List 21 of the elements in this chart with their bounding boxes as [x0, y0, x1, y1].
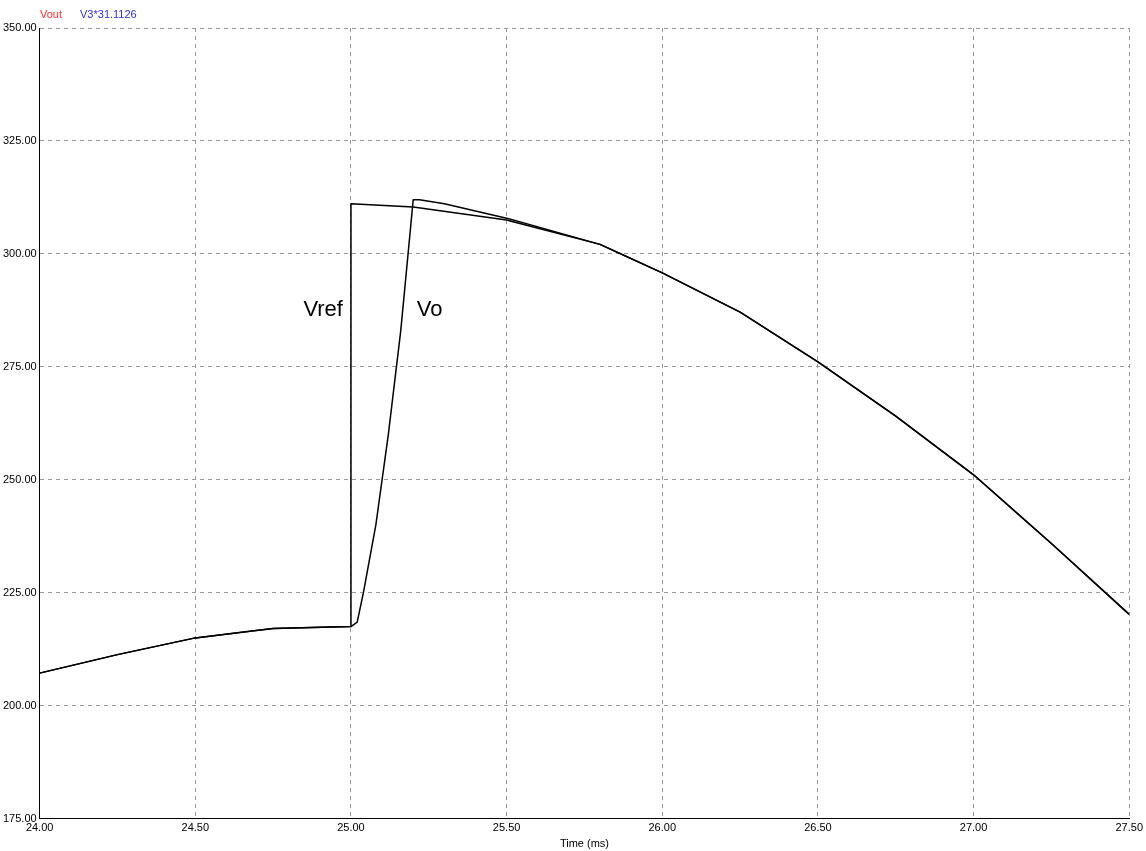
x-tick-label: 27.00 — [959, 821, 988, 834]
y-tick-label: 200.00 — [2, 698, 37, 711]
x-axis-title: Time (ms) — [559, 837, 609, 850]
x-tick-label: 26.00 — [648, 821, 677, 834]
x-tick-label: 26.50 — [804, 821, 832, 834]
x-tick-label: 27.50 — [1115, 821, 1143, 834]
series-label: Vo — [416, 295, 443, 321]
y-tick-label: 350.00 — [2, 21, 37, 34]
x-tick-label: 24.00 — [25, 821, 54, 834]
text: Vout — [40, 8, 63, 20]
y-tick-label: 225.00 — [2, 585, 37, 598]
x-tick-label: 24.50 — [181, 821, 210, 834]
series-label: Vref — [303, 295, 344, 321]
y-tick-label: 250.00 — [2, 472, 37, 485]
y-tick-label: 175.00 — [2, 811, 37, 824]
y-tick-label: 275.00 — [2, 359, 37, 372]
y-tick-label: 325.00 — [2, 133, 37, 146]
y-tick-label: 300.00 — [2, 246, 37, 259]
x-tick-label: 25.50 — [492, 821, 521, 834]
text: V3*31.1126 — [80, 8, 137, 20]
x-tick-label: 25.00 — [337, 821, 365, 834]
